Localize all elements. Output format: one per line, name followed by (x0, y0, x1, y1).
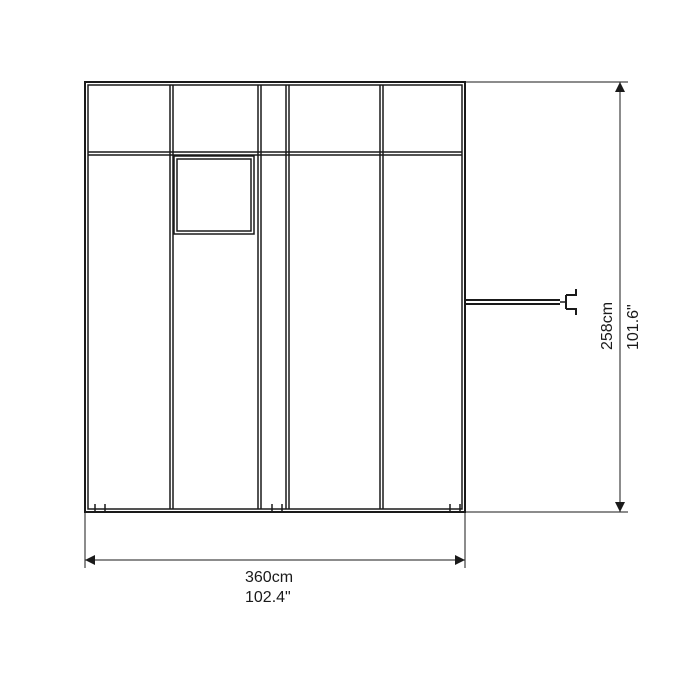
height-label-cm: 258cm (599, 302, 616, 350)
window-panel (174, 156, 254, 234)
door-hinge-icon (566, 289, 576, 315)
height-label-in: 101.6" (625, 304, 642, 350)
technical-drawing: 360cm 102.4" 258cm 101.6" (0, 0, 700, 700)
outer-frame (85, 82, 465, 512)
width-label-in: 102.4" (245, 589, 291, 606)
width-label-cm: 360cm (245, 569, 293, 586)
